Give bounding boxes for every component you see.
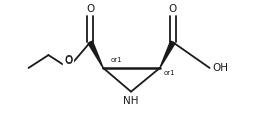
Polygon shape [88,41,103,68]
Text: O: O [169,4,177,14]
Bar [63,60,73,70]
Text: OH: OH [212,63,229,73]
Text: or1: or1 [111,57,123,63]
Text: O: O [64,55,72,65]
Text: O: O [64,56,72,66]
Polygon shape [160,41,175,68]
Text: NH: NH [123,96,139,106]
Text: or1: or1 [164,70,176,76]
Text: O: O [86,4,94,14]
